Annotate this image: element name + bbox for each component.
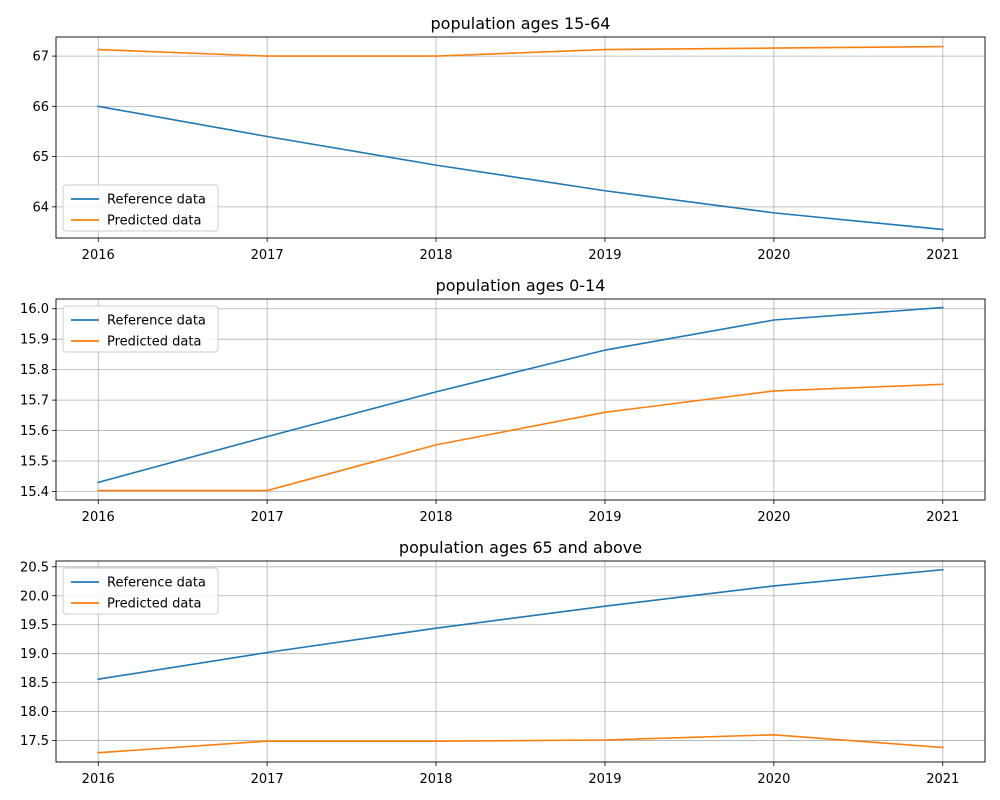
y-tick-label: 19.5: [20, 618, 49, 633]
y-tick-label: 15.5: [20, 455, 49, 470]
y-tick-label: 15.4: [20, 485, 49, 500]
x-tick-label: 2019: [588, 248, 621, 263]
legend-box: [62, 184, 219, 232]
legend-label-reference: Reference data: [107, 576, 206, 591]
x-tick-label: 2020: [757, 510, 790, 525]
series-line-predicted: [97, 45, 944, 57]
series-line-reference: [97, 306, 944, 484]
axes-frame: [55, 36, 986, 239]
legend-label-predicted: Predicted data: [107, 597, 201, 612]
x-tick-label: 2021: [926, 772, 959, 787]
x-tick-label: 2018: [419, 510, 452, 525]
chart-title: population ages 65 and above: [399, 538, 642, 557]
axes-frame: [55, 560, 986, 763]
legend: Reference data Predicted data: [62, 305, 219, 353]
legend-label-reference: Reference data: [107, 193, 206, 208]
x-tick-label: 2018: [419, 772, 452, 787]
x-tick-label: 2019: [588, 772, 621, 787]
y-tick-label: 15.7: [20, 394, 49, 409]
x-tick-label: 2021: [926, 510, 959, 525]
x-tick-label: 2016: [82, 248, 115, 263]
x-tick-label: 2019: [588, 510, 621, 525]
chart-title: population ages 15-64: [431, 14, 611, 33]
series-line-predicted: [97, 383, 944, 492]
x-tick-label: 2020: [757, 248, 790, 263]
y-tick-label: 15.8: [20, 363, 49, 378]
x-tick-label: 2017: [251, 248, 284, 263]
chart-title: population ages 0-14: [436, 276, 606, 295]
chart-panel-3: population ages 65 and above 2016 2017 2018…: [20, 538, 986, 787]
x-tick-label: 2020: [757, 772, 790, 787]
y-tick-label: 20.0: [20, 589, 49, 604]
legend-label-reference: Reference data: [107, 314, 206, 329]
chart-panel-2: population ages 0-14 2016 2017 2018 2019 2020…: [20, 276, 986, 525]
y-tick-label: 18.0: [20, 705, 49, 720]
x-tick-label: 2017: [251, 510, 284, 525]
x-tick-label: 2016: [82, 510, 115, 525]
axes-frame: [55, 298, 986, 501]
chart-panel-1: population ages 15-64 2016 2017 2018 2019 202…: [32, 14, 986, 263]
x-tick-label: 2021: [926, 248, 959, 263]
x-tick-label: 2018: [419, 248, 452, 263]
y-tick-label: 67: [32, 50, 49, 65]
legend-label-predicted: Predicted data: [107, 214, 201, 229]
y-tick-label: 17.5: [20, 734, 49, 749]
y-tick-label: 66: [32, 100, 49, 115]
y-tick-label: 19.0: [20, 647, 49, 662]
x-tick-label: 2017: [251, 772, 284, 787]
x-tick-label: 2016: [82, 772, 115, 787]
legend-label-predicted: Predicted data: [107, 335, 201, 350]
series-line-reference: [97, 568, 944, 681]
y-tick-label: 18.5: [20, 676, 49, 691]
legend: Reference data Predicted data: [62, 184, 219, 232]
legend-box: [62, 305, 219, 353]
legend-box: [62, 567, 219, 615]
y-tick-label: 15.9: [20, 333, 49, 348]
series-line-reference: [97, 105, 944, 231]
y-tick-label: 15.6: [20, 424, 49, 439]
y-tick-label: 16.0: [20, 302, 49, 317]
y-tick-label: 20.5: [20, 560, 49, 575]
series-line-predicted: [97, 733, 944, 754]
y-tick-label: 65: [32, 150, 49, 165]
y-tick-label: 64: [32, 200, 49, 215]
legend: Reference data Predicted data: [62, 567, 219, 615]
